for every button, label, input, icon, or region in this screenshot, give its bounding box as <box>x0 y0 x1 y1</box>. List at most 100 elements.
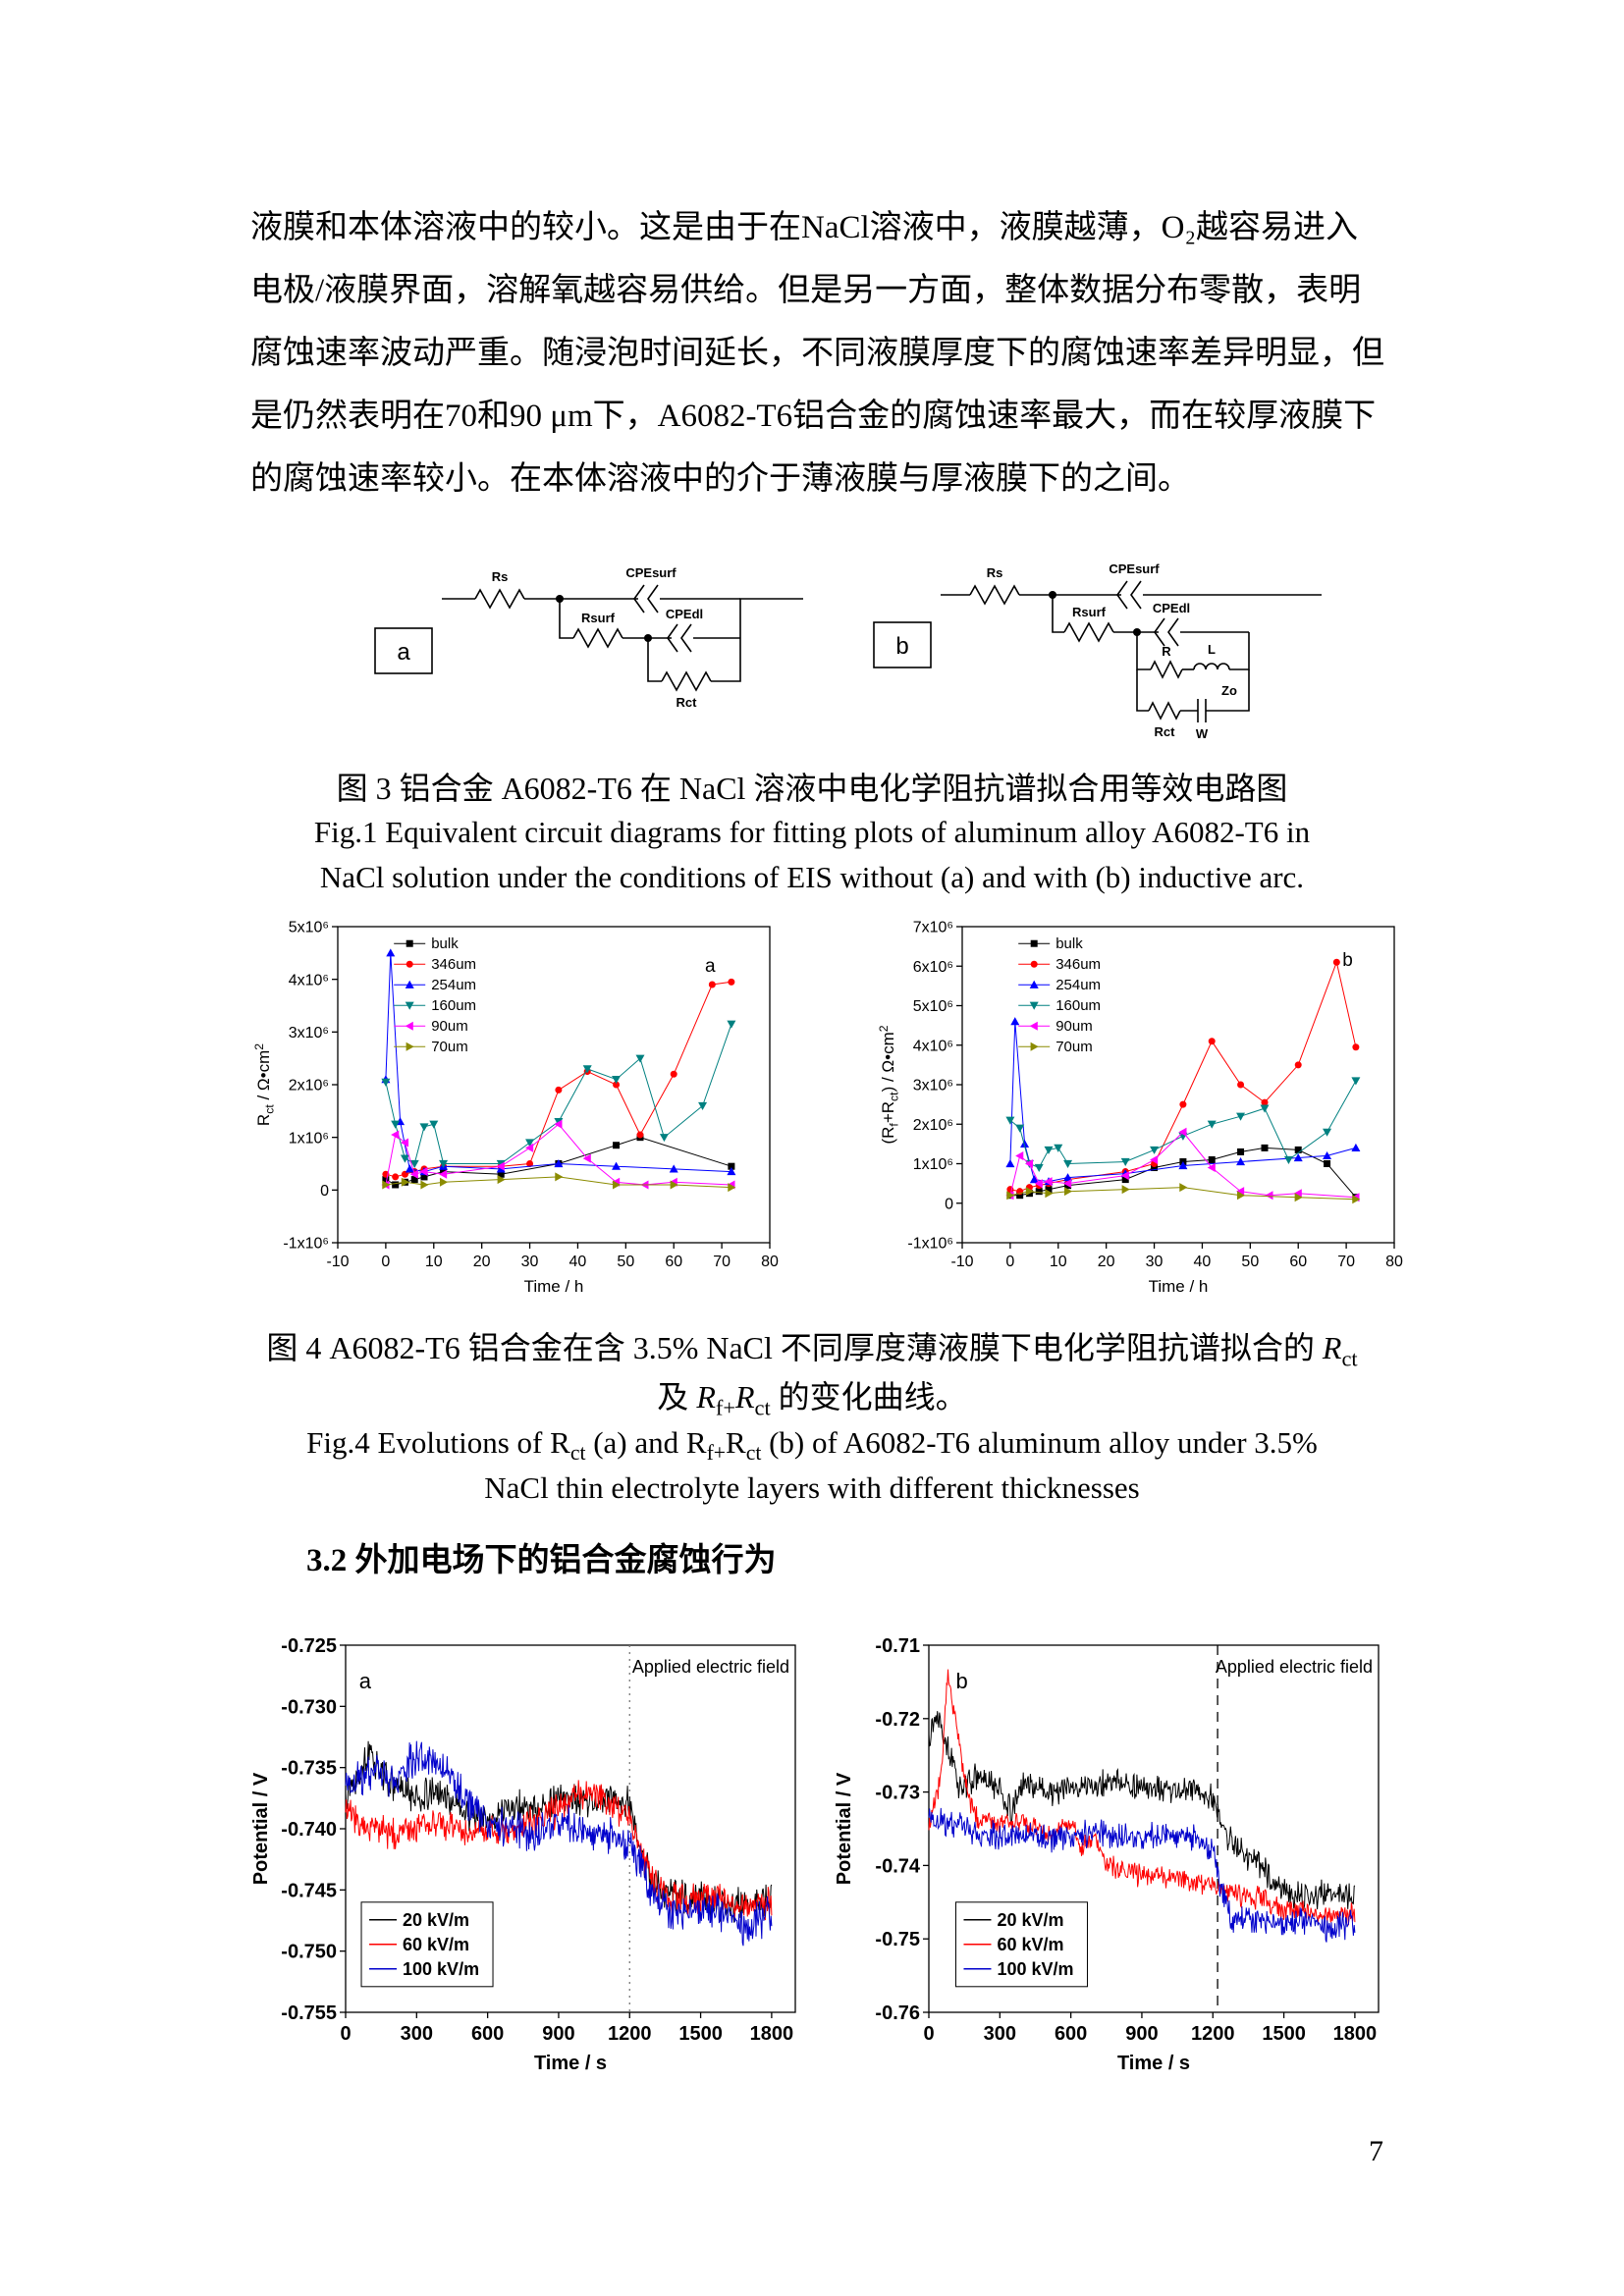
svg-text:-0.735: -0.735 <box>281 1758 337 1780</box>
svg-text:-1x10⁶: -1x10⁶ <box>283 1236 329 1253</box>
svg-text:-0.75: -0.75 <box>875 1929 920 1950</box>
svg-text:0: 0 <box>1005 1254 1014 1270</box>
svg-text:40: 40 <box>1194 1254 1212 1270</box>
page-number: 7 <box>1369 2135 1383 2167</box>
svg-text:60 kV/m: 60 kV/m <box>403 1935 469 1954</box>
svg-text:50: 50 <box>617 1254 634 1270</box>
svg-text:bulk: bulk <box>1056 935 1083 952</box>
svg-text:6x10⁶: 6x10⁶ <box>913 959 953 976</box>
svg-text:-0.740: -0.740 <box>281 1819 337 1841</box>
svg-text:1200: 1200 <box>1191 2023 1235 2045</box>
circuit-a-cpedl-label: CPEdl <box>666 607 703 621</box>
svg-text:254um: 254um <box>431 977 476 993</box>
svg-text:346um: 346um <box>431 956 476 973</box>
svg-text:3x10⁶: 3x10⁶ <box>289 1025 329 1041</box>
svg-text:300: 300 <box>984 2023 1016 2045</box>
caption-text: (a) and R <box>585 1425 707 1460</box>
svg-text:80: 80 <box>1385 1254 1403 1270</box>
svg-text:Applied electric field: Applied electric field <box>1216 1657 1373 1677</box>
circuit-a-box-label: a <box>397 639 410 666</box>
paragraph-line: 是仍然表明在70和90 μm下，A6082-T6铝合金的腐蚀速率最大，而在较厚液… <box>250 399 1377 434</box>
paragraph-line: 电极/液膜界面，溶解氧越容易供给。但是另一方面，整体数据分布零散，表明 <box>250 273 1362 308</box>
svg-text:10: 10 <box>1050 1254 1067 1270</box>
svg-text:0: 0 <box>320 1183 329 1200</box>
svg-text:70um: 70um <box>431 1039 468 1055</box>
caption-text: ct <box>745 1441 762 1466</box>
svg-text:-0.73: -0.73 <box>875 1783 920 1804</box>
svg-text:bulk: bulk <box>431 935 459 952</box>
svg-text:-0.745: -0.745 <box>281 1880 337 1901</box>
svg-text:Potential / V: Potential / V <box>834 1772 855 1885</box>
svg-text:b: b <box>955 1669 967 1693</box>
svg-text:7x10⁶: 7x10⁶ <box>913 920 953 936</box>
svg-text:1500: 1500 <box>1262 2023 1306 2045</box>
caption-text: f+ <box>715 1395 735 1420</box>
svg-text:600: 600 <box>471 2023 504 2045</box>
caption-text: (b) of A6082-T6 aluminum alloy under 3.5… <box>761 1425 1318 1460</box>
svg-text:1x10⁶: 1x10⁶ <box>289 1130 329 1147</box>
caption-text: Fig.4 Evolutions of R <box>306 1425 570 1460</box>
svg-text:1500: 1500 <box>678 2023 723 2045</box>
potential-chart-a: 0 300 600 900 1200 1500 1800 -0.755 -0.750 -0.745… <box>250 1635 796 2074</box>
svg-text:5x10⁶: 5x10⁶ <box>913 998 953 1015</box>
circuit-diagram-a: a Rs CPEsurf Rsurf CPEdl Rct <box>374 565 803 710</box>
circuit-a-rct-label: Rct <box>677 695 698 710</box>
circuit-a-cpesurf-label: CPEsurf <box>625 565 677 580</box>
caption-text: 及 <box>657 1379 697 1415</box>
svg-text:20: 20 <box>1098 1254 1115 1270</box>
circuit-b-cpesurf-label: CPEsurf <box>1109 561 1160 576</box>
svg-text:70: 70 <box>713 1254 731 1270</box>
caption-text: f+ <box>706 1441 727 1466</box>
svg-text:0: 0 <box>381 1254 390 1270</box>
circuit-b-rs-label: Rs <box>987 565 1003 580</box>
circuit-a-rs-label: Rs <box>492 569 509 584</box>
intro-paragraph: 液膜和本体溶液中的较小。这是由于在NaCl溶液中，液膜越薄，O₂越容易进入 电极… <box>250 196 1394 510</box>
fig4-chart-rf-rct: -10 0 10 20 30 40 50 60 70 80 -1x10⁶ 0 1x10⁶ 2x10⁶ 3x1… <box>877 920 1403 1296</box>
svg-text:Potential / V: Potential / V <box>250 1772 272 1885</box>
circuit-b-w-label: W <box>1196 726 1209 741</box>
svg-text:Time / h: Time / h <box>524 1277 584 1296</box>
svg-text:2x10⁶: 2x10⁶ <box>289 1078 329 1095</box>
svg-text:4x10⁶: 4x10⁶ <box>289 972 329 988</box>
svg-text:600: 600 <box>1055 2023 1087 2045</box>
caption-text: 的变化曲线。 <box>770 1379 967 1415</box>
svg-text:60: 60 <box>1289 1254 1307 1270</box>
svg-text:1200: 1200 <box>608 2023 652 2045</box>
svg-text:50: 50 <box>1241 1254 1259 1270</box>
svg-text:a: a <box>705 956 716 977</box>
circuit-a-rsurf-label: Rsurf <box>581 611 616 625</box>
svg-text:20 kV/m: 20 kV/m <box>997 1910 1063 1930</box>
svg-text:70um: 70um <box>1056 1039 1093 1055</box>
caption-text: R <box>696 1379 716 1415</box>
svg-text:254um: 254um <box>1056 977 1101 993</box>
circuit-b-rct-label: Rct <box>1155 724 1176 739</box>
paragraph-line: 的腐蚀速率较小。在本体溶液中的介于薄液膜与厚液膜下的之间。 <box>250 461 1190 497</box>
svg-text:2x10⁶: 2x10⁶ <box>913 1117 953 1134</box>
svg-text:0: 0 <box>945 1196 953 1212</box>
svg-text:1800: 1800 <box>750 2023 794 2045</box>
fig4-caption-en-line1: Fig.4 Evolutions of Rct (a) and Rf+Rct (… <box>0 1425 1624 1466</box>
svg-text:(Rf+Rct) / Ω•cm2: (Rf+Rct) / Ω•cm2 <box>877 1025 900 1144</box>
svg-text:Applied electric field: Applied electric field <box>632 1657 789 1677</box>
svg-text:5x10⁶: 5x10⁶ <box>289 920 329 936</box>
svg-text:Time / s: Time / s <box>534 2053 607 2074</box>
fig3-caption-en-line2: NaCl solution under the conditions of EI… <box>319 860 1305 894</box>
svg-text:Rct / Ω•cm2: Rct / Ω•cm2 <box>252 1043 276 1126</box>
svg-text:-0.750: -0.750 <box>281 1942 337 1963</box>
potential-chart-b: 0 300 600 900 1200 1500 1800 -0.76 -0.75 -0.74 -0.… <box>834 1635 1380 2074</box>
caption-text: R <box>734 1379 755 1415</box>
svg-text:70: 70 <box>1337 1254 1355 1270</box>
svg-text:900: 900 <box>542 2023 574 2045</box>
svg-text:Time / h: Time / h <box>1149 1277 1209 1296</box>
caption-text: 图 4 A6082-T6 铝合金在含 3.5% NaCl 不同厚度薄液膜下电化学… <box>266 1330 1323 1365</box>
svg-text:100 kV/m: 100 kV/m <box>997 1959 1073 1979</box>
svg-text:-0.730: -0.730 <box>281 1696 337 1718</box>
svg-text:1800: 1800 <box>1333 2023 1378 2045</box>
svg-text:10: 10 <box>425 1254 443 1270</box>
svg-text:0: 0 <box>923 2023 934 2045</box>
svg-text:-1x10⁶: -1x10⁶ <box>907 1236 953 1253</box>
caption-text: ct <box>754 1395 771 1420</box>
fig3-caption-en-line1: Fig.1 Equivalent circuit diagrams for fi… <box>313 815 1311 849</box>
svg-text:-0.72: -0.72 <box>875 1709 920 1731</box>
circuit-b-rsurf-label: Rsurf <box>1072 605 1107 619</box>
